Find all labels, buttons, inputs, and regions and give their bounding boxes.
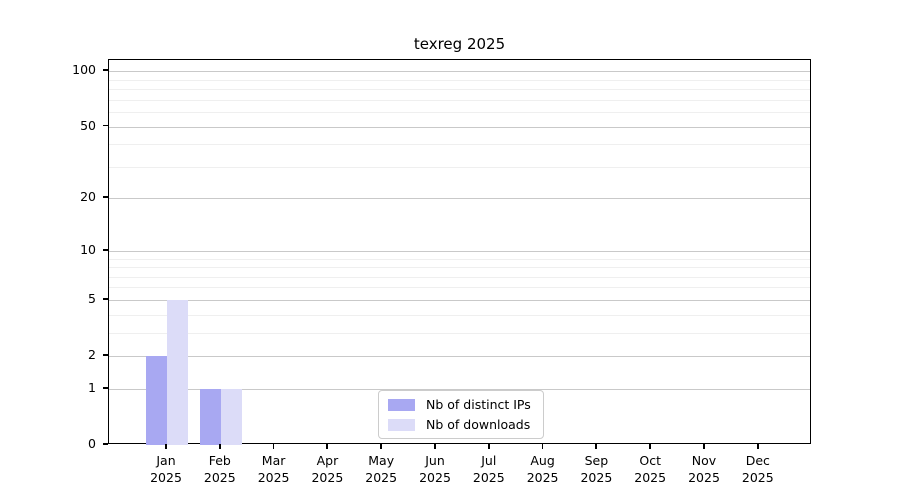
y-gridline-minor [109, 314, 810, 316]
legend-label-downloads: Nb of downloads [426, 417, 531, 432]
y-gridline-minor [109, 89, 810, 91]
x-tick-label: May 2025 [365, 453, 398, 485]
y-gridline-minor [109, 144, 810, 146]
bar-feb-downloads [220, 388, 242, 445]
bar-jan-distinct-ips [146, 356, 167, 445]
x-tick-label: Nov 2025 [688, 453, 720, 485]
y-tick [103, 124, 108, 127]
y-gridline-minor [109, 258, 810, 260]
y-gridline-minor [109, 166, 810, 168]
y-tick-label: 20 [80, 189, 96, 205]
x-tick-label: Jun 2025 [419, 453, 451, 485]
y-gridline-minor [109, 99, 810, 101]
legend-item-downloads: Nb of downloads [388, 417, 534, 432]
x-tick [595, 444, 598, 449]
chart-title: texreg 2025 [413, 35, 506, 53]
y-gridline-major [109, 198, 810, 200]
x-tick-label: Aug 2025 [526, 453, 559, 485]
x-tick [703, 444, 705, 449]
x-tick-label: Jul 2025 [472, 453, 505, 485]
x-tick-label: Jan 2025 [150, 453, 182, 485]
x-tick [272, 444, 275, 449]
x-tick-label: Dec 2025 [741, 453, 774, 485]
y-tick-label: 100 [72, 62, 96, 78]
x-tick [487, 444, 490, 449]
legend: Nb of distinct IPs Nb of downloads [378, 390, 544, 439]
x-tick-label: Apr 2025 [311, 453, 344, 485]
y-gridline-major [109, 250, 810, 252]
y-gridline-minor [109, 79, 810, 81]
y-tick [103, 196, 108, 199]
y-gridline-minor [109, 332, 810, 334]
y-tick-label: 10 [80, 241, 96, 257]
x-tick [756, 444, 759, 449]
legend-item-distinct-ips: Nb of distinct IPs [388, 397, 534, 412]
y-tick [103, 248, 108, 251]
y-gridline-major [109, 126, 810, 128]
x-tick [218, 444, 221, 449]
y-tick [103, 443, 108, 445]
y-tick-label: 5 [88, 290, 96, 306]
y-gridline-major [109, 356, 810, 358]
y-tick-label: 0 [88, 436, 96, 451]
y-gridline-major [109, 71, 810, 73]
legend-swatch-distinct-ips [388, 398, 415, 411]
y-gridline-minor [109, 267, 810, 269]
y-tick-label: 50 [80, 117, 96, 133]
bar-jan-downloads [167, 299, 188, 445]
y-gridline-major [109, 388, 810, 390]
y-tick-label: 2 [88, 347, 96, 363]
x-tick [541, 444, 544, 449]
y-gridline-minor [109, 112, 810, 114]
x-tick [326, 444, 329, 449]
x-tick-label: Mar 2025 [257, 453, 290, 485]
y-tick [103, 69, 108, 71]
y-gridline-major [109, 299, 810, 301]
bar-feb-distinct-ips [199, 388, 221, 445]
x-tick-label: Sep 2025 [580, 453, 613, 485]
x-tick [434, 444, 436, 449]
x-tick-label: Feb 2025 [203, 453, 236, 485]
y-gridline-minor [109, 276, 810, 278]
x-tick [649, 444, 651, 449]
x-tick [165, 444, 167, 449]
x-tick [380, 444, 382, 449]
y-tick [103, 297, 108, 300]
plot-area: Nb of distinct IPs Nb of downloads [108, 59, 811, 445]
legend-label-distinct-ips: Nb of distinct IPs [426, 397, 531, 412]
y-tick [103, 386, 108, 389]
legend-swatch-downloads [388, 418, 415, 431]
y-tick-label: 1 [88, 379, 96, 395]
y-gridline-minor [109, 287, 810, 289]
y-tick [103, 354, 108, 356]
x-tick-label: Oct 2025 [634, 453, 667, 485]
